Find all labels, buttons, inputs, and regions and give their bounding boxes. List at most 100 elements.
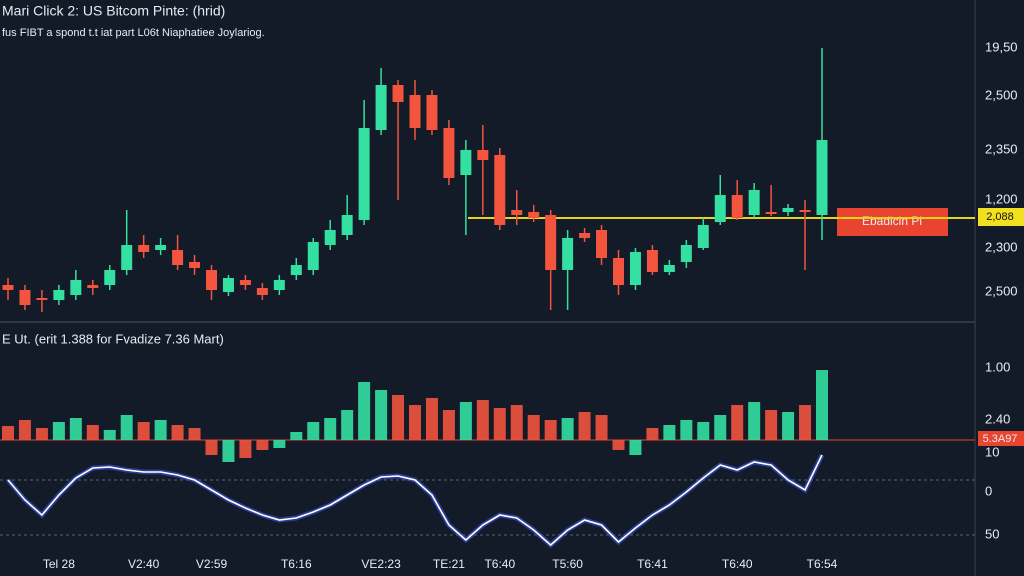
- chart-title: Mari Click 2: US Bitcom Pinte: (hrid): [2, 3, 225, 19]
- volume-bar: [307, 422, 320, 440]
- volume-tag-box: [978, 431, 1024, 446]
- y-axis-label: 1.00: [985, 359, 1010, 374]
- price-tag: 2,088: [986, 211, 1014, 223]
- volume-bar: [171, 425, 184, 440]
- candle-body: [138, 245, 150, 252]
- candle-body: [239, 280, 251, 285]
- candle-body: [511, 210, 523, 215]
- volume-bar: [731, 405, 744, 440]
- candle-body: [273, 280, 285, 290]
- candle-body: [409, 95, 421, 128]
- volume-bar: [69, 418, 82, 440]
- candle-body: [426, 95, 438, 130]
- x-tick-label: T6:41: [637, 557, 668, 571]
- candle-body: [646, 250, 658, 272]
- candle-body: [375, 85, 387, 130]
- volume-bar: [663, 425, 676, 440]
- candle-body: [19, 290, 31, 305]
- x-tick-label: T5:60: [552, 557, 583, 571]
- candle-body: [104, 270, 116, 285]
- candle-body: [680, 245, 692, 262]
- candle-body: [206, 270, 217, 290]
- volume-bar: [239, 440, 252, 458]
- x-tick-label: T6:54: [807, 557, 838, 571]
- y-axis-label: 2,300: [985, 239, 1018, 254]
- y-axis-label: 0: [985, 483, 992, 498]
- volume-bar: [595, 415, 608, 440]
- volume-bar: [188, 428, 201, 440]
- volume-bar: [137, 422, 150, 440]
- candle-body: [460, 150, 472, 175]
- volume-bar: [392, 395, 405, 440]
- volume-bar: [510, 405, 523, 440]
- candle-body: [290, 265, 302, 275]
- candle-body: [494, 155, 506, 225]
- candle-body: [222, 278, 234, 292]
- volume-bar: [629, 440, 642, 455]
- volume-bar: [748, 402, 761, 440]
- volume-bar: [2, 426, 14, 440]
- volume-bar: [375, 390, 388, 440]
- volume-bar: [324, 418, 337, 440]
- candle-body: [53, 290, 65, 300]
- volume-bar: [578, 412, 591, 440]
- volume-bar: [256, 440, 269, 450]
- volume-bar: [561, 418, 574, 440]
- candle-body: [799, 210, 811, 212]
- candle-body: [155, 245, 167, 250]
- x-tick-label: T6:16: [281, 557, 312, 571]
- candle-body: [256, 288, 268, 295]
- candle-body: [2, 285, 14, 290]
- annotation-box: [837, 208, 948, 236]
- volume-bar: [816, 370, 828, 440]
- candle-body: [172, 250, 184, 265]
- y-axis-label: 2.40: [985, 411, 1010, 426]
- candle-body: [765, 212, 777, 214]
- x-tick-label: T6:40: [484, 557, 515, 571]
- chart-subtitle: fus FIBT a spond t.t iat part L06t Niaph…: [2, 27, 265, 39]
- volume-bar: [799, 405, 812, 440]
- volume-bar: [425, 398, 438, 440]
- y-axis-label: 10: [985, 444, 999, 459]
- candle-body: [392, 85, 404, 102]
- candle-body: [545, 215, 557, 270]
- candle-body: [528, 212, 540, 218]
- volume-bar: [222, 440, 235, 462]
- volume-bar: [358, 382, 371, 440]
- x-tick-label: T6:40: [722, 557, 753, 571]
- oscillator-line: [7, 454, 823, 547]
- candle-body: [579, 233, 591, 238]
- candle-body: [341, 215, 353, 235]
- volume-bar: [493, 408, 506, 440]
- candle-body: [629, 252, 641, 285]
- y-axis-label: 2,500: [985, 283, 1018, 298]
- volume-bar: [476, 400, 489, 440]
- x-tick-label: VE2:23: [361, 557, 401, 571]
- y-axis-label: 2,500: [985, 87, 1018, 102]
- y-axis-label: 1,200: [985, 191, 1018, 206]
- volume-bar: [86, 425, 99, 440]
- volume-bar: [52, 422, 65, 440]
- volume-tag: 5.3A97: [983, 433, 1018, 445]
- volume-bar: [612, 440, 625, 450]
- candle-body: [477, 150, 489, 160]
- candle-body: [358, 128, 370, 220]
- volume-title: E Ut. (erit 1.388 for Fvadize 7.36 Mart): [2, 331, 224, 346]
- price-tag-box: [978, 208, 1024, 226]
- candle-body: [816, 140, 828, 215]
- candle-body: [189, 262, 201, 268]
- x-tick-label: V2:40: [128, 557, 160, 571]
- candle-body: [613, 258, 624, 285]
- x-tick-label: TE:21: [433, 557, 465, 571]
- volume-bar: [714, 415, 727, 440]
- candle-body: [443, 128, 455, 178]
- volume-bar: [103, 430, 116, 440]
- volume-bar: [18, 420, 31, 440]
- candle-body: [36, 298, 48, 300]
- volume-bar: [273, 440, 286, 448]
- candle-body: [731, 195, 743, 218]
- volume-bar: [442, 410, 455, 440]
- candle-body: [562, 238, 574, 270]
